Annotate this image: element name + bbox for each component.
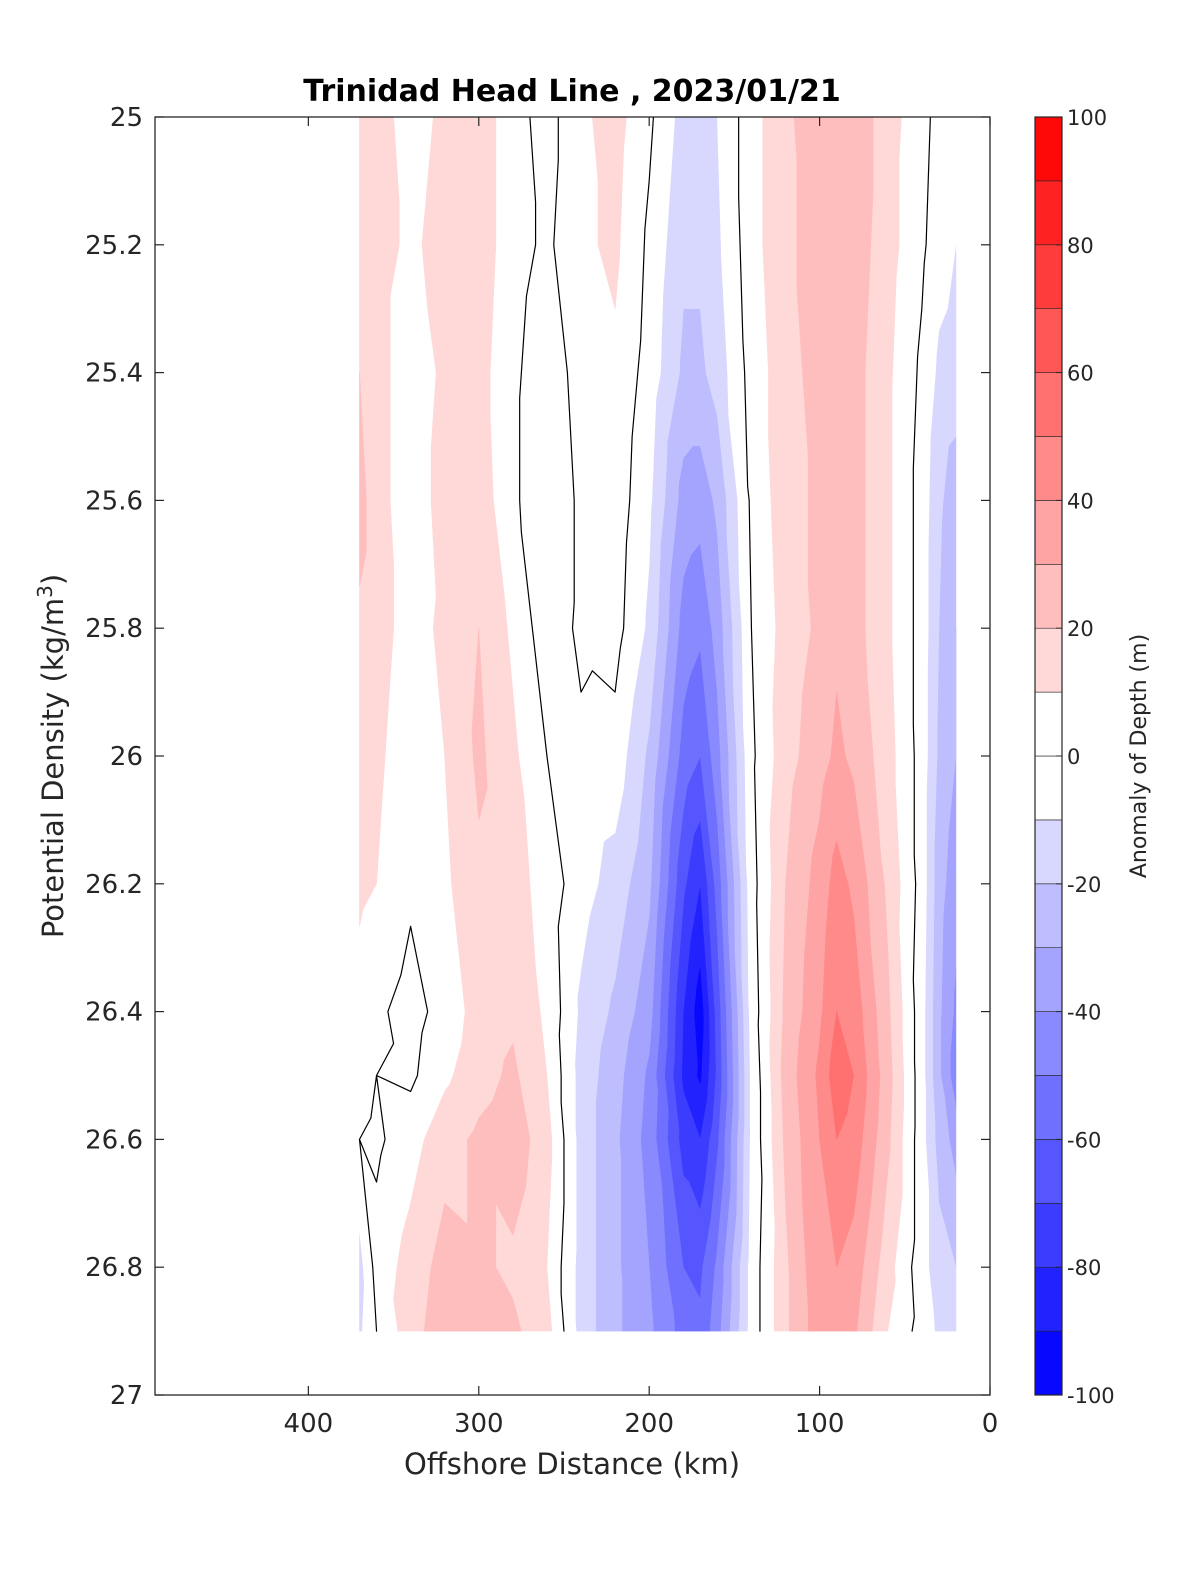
colorbar-tick-label: -20 bbox=[1067, 873, 1101, 897]
colorbar-swatch bbox=[1034, 819, 1063, 885]
colorbar-tick-label: 80 bbox=[1067, 234, 1094, 258]
colorbar-swatch bbox=[1034, 1011, 1063, 1076]
y-axis-label-text: Potential Density (kg/m bbox=[36, 598, 70, 938]
colorbar-tick-label: 20 bbox=[1067, 617, 1094, 641]
colorbar-swatch bbox=[1034, 436, 1063, 501]
x-axis-label: Offshore Distance (km) bbox=[404, 1447, 740, 1481]
x-tick-label: 400 bbox=[284, 1409, 334, 1439]
colorbar-tick-label: 40 bbox=[1067, 489, 1094, 513]
colorbar-tick-label: 100 bbox=[1067, 106, 1107, 130]
y-tick-label: 26.2 bbox=[85, 870, 143, 900]
zero-contour-line bbox=[358, 117, 931, 1332]
colorbar-swatch bbox=[1034, 1266, 1063, 1332]
y-tick-label: 26.8 bbox=[85, 1253, 143, 1283]
axes-ticks-layer: 400 300 200 100 0 25 25.2 25.4 25.6 25.8 26 26.2 26.… bbox=[85, 103, 998, 1439]
x-tick-label: 100 bbox=[795, 1409, 845, 1439]
colorbar-tick-label: -60 bbox=[1067, 1128, 1101, 1152]
x-tick-label: 300 bbox=[454, 1409, 504, 1439]
y-tick-label: 25.4 bbox=[85, 359, 143, 389]
colorbar-swatch bbox=[1034, 691, 1063, 757]
colorbar-swatch bbox=[1034, 947, 1063, 1012]
y-tick-label: 26 bbox=[110, 742, 143, 772]
colorbar-tick-label: -100 bbox=[1067, 1384, 1115, 1408]
y-axis-label: Potential Density (kg/m3) bbox=[33, 574, 70, 938]
y-tick-label: 26.6 bbox=[85, 1125, 143, 1155]
contour-band-50-to-60 bbox=[829, 1011, 854, 1140]
colorbar-swatch bbox=[1034, 500, 1063, 565]
x-tick-label: 200 bbox=[624, 1409, 674, 1439]
colorbar-label: Anomaly of Depth (m) bbox=[1127, 634, 1152, 878]
colorbar: 100 80 60 40 20 0 -20 -40 -60 -80 -100 bbox=[1034, 106, 1115, 1408]
colorbar-swatch bbox=[1034, 116, 1063, 182]
colorbar-swatch bbox=[1034, 308, 1063, 373]
colorbar-swatch bbox=[1034, 883, 1063, 948]
x-tick-label: 0 bbox=[982, 1409, 999, 1439]
colorbar-swatch bbox=[1034, 180, 1063, 246]
y-tick-label: 25.6 bbox=[85, 486, 143, 516]
zero-contour-layer bbox=[358, 117, 931, 1332]
contour-band--60-to--50 bbox=[655, 649, 728, 1332]
colorbar-swatch bbox=[1034, 1330, 1063, 1396]
contour-band-20-to-30 bbox=[359, 117, 893, 1332]
y-tick-label: 26.4 bbox=[85, 998, 143, 1028]
colorbar-swatch bbox=[1034, 1075, 1063, 1140]
chart-title: Trinidad Head Line , 2023/01/21 bbox=[303, 74, 840, 109]
colorbar-swatch bbox=[1034, 755, 1063, 821]
colorbar-swatch bbox=[1034, 1139, 1063, 1204]
contour-fill-layer bbox=[359, 117, 957, 1332]
y-tick-label: 27 bbox=[110, 1381, 143, 1411]
colorbar-tick-label: 0 bbox=[1067, 745, 1080, 769]
colorbar-tick-label: -40 bbox=[1067, 1001, 1101, 1025]
y-axis-label-close: ) bbox=[36, 574, 70, 585]
y-tick-label: 25.2 bbox=[85, 231, 143, 261]
y-tick-label: 25 bbox=[110, 103, 143, 133]
colorbar-tick-label: -80 bbox=[1067, 1256, 1101, 1280]
y-axis-label-superscript: 3 bbox=[33, 585, 57, 598]
y-tick-label: 25.8 bbox=[85, 614, 143, 644]
colorbar-swatch bbox=[1034, 372, 1063, 437]
colorbar-swatch bbox=[1034, 563, 1063, 629]
colorbar-swatch bbox=[1034, 1203, 1063, 1268]
colorbar-swatch bbox=[1034, 244, 1063, 310]
colorbar-swatch bbox=[1034, 627, 1063, 693]
colorbar-tick-label: 60 bbox=[1067, 362, 1094, 386]
